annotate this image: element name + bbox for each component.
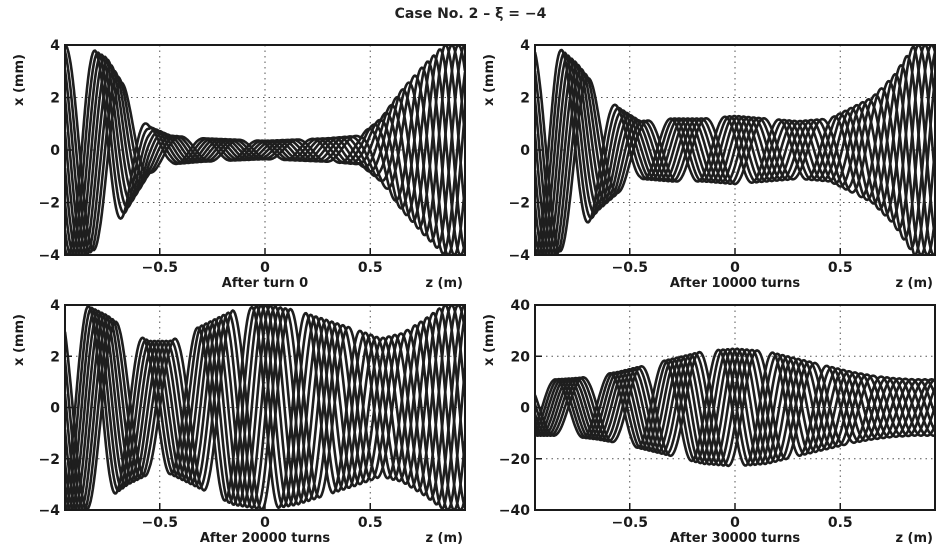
y-tick-label: −40 xyxy=(499,503,530,519)
panel-caption: After turn 0 xyxy=(222,276,308,291)
x-tick-label: 0 xyxy=(730,260,740,276)
trajectory-series xyxy=(535,347,935,468)
y-tick-label: −2 xyxy=(39,196,60,212)
y-tick-label: −4 xyxy=(509,248,531,264)
panel-after-10000-turns: −0.5 0 0.5 −4 −2 0 2 4 x (mm) z (m) After 10000 tu… xyxy=(482,38,936,291)
panel-caption: After 10000 turns xyxy=(670,276,801,291)
y-tick-label: 2 xyxy=(50,349,60,365)
panel-after-30000-turns: −0.5 0 0.5 −40 −20 0 20 40 x (mm) z (m) After 3000… xyxy=(482,298,936,546)
x-axis-label: z (m) xyxy=(895,531,933,546)
trajectory-line xyxy=(535,54,935,255)
x-tick-label: 0.5 xyxy=(358,260,383,276)
trajectory-line xyxy=(535,51,935,255)
y-tick-label: 2 xyxy=(50,91,60,107)
x-tick-label: 0 xyxy=(260,515,270,531)
y-tick-label: 4 xyxy=(50,298,60,314)
trajectory-line xyxy=(65,305,465,510)
panel-after-20000-turns: −0.5 0 0.5 −4 −2 0 2 4 x (mm) z (m) After 20000 tu… xyxy=(12,298,466,546)
trajectory-line xyxy=(535,348,935,467)
y-axis-label: x (mm) xyxy=(12,314,27,366)
y-tick-label: 0 xyxy=(520,401,530,417)
x-tick-label: 0.5 xyxy=(358,515,383,531)
x-tick-label: 0.5 xyxy=(828,260,853,276)
x-tick-label: −0.5 xyxy=(611,515,648,531)
y-tick-label: −4 xyxy=(39,503,61,519)
y-tick-label: 20 xyxy=(511,349,531,365)
trajectory-line xyxy=(535,348,935,467)
y-tick-label: 0 xyxy=(50,143,60,159)
trajectory-series xyxy=(65,45,465,255)
y-tick-label: −2 xyxy=(509,196,530,212)
panel-caption: After 30000 turns xyxy=(670,531,801,546)
trajectory-line xyxy=(65,305,465,510)
y-tick-label: 0 xyxy=(50,401,60,417)
x-tick-label: 0.5 xyxy=(828,515,853,531)
x-axis-label: z (m) xyxy=(425,531,463,546)
x-tick-label: 0 xyxy=(260,260,270,276)
trajectory-line xyxy=(535,48,935,255)
x-tick-label: 0 xyxy=(730,515,740,531)
x-tick-label: −0.5 xyxy=(141,260,178,276)
figure-title: Case No. 2 – ξ = −4 xyxy=(394,6,547,22)
trajectory-line xyxy=(535,54,935,255)
y-axis-label: x (mm) xyxy=(482,54,497,106)
y-tick-label: −20 xyxy=(499,452,530,468)
y-axis-label: x (mm) xyxy=(482,314,497,366)
trajectory-line xyxy=(65,305,465,510)
y-axis-label: x (mm) xyxy=(12,54,27,106)
y-tick-label: −4 xyxy=(39,248,61,264)
panel-after-turn-0: −0.5 0 0.5 −4 −2 0 2 4 x (mm) z (m) After turn 0 xyxy=(12,38,466,291)
y-tick-label: 40 xyxy=(511,298,531,314)
panel-caption: After 20000 turns xyxy=(200,531,331,546)
y-tick-label: 0 xyxy=(520,143,530,159)
trajectory-line xyxy=(65,49,465,255)
x-tick-label: −0.5 xyxy=(141,515,178,531)
y-tick-label: 4 xyxy=(520,38,530,54)
trajectory-series xyxy=(65,305,465,510)
trajectory-series xyxy=(535,45,935,255)
y-tick-label: −2 xyxy=(39,452,60,468)
y-tick-label: 2 xyxy=(520,91,530,107)
trajectory-line xyxy=(535,348,935,467)
trajectory-line xyxy=(535,349,935,468)
x-axis-label: z (m) xyxy=(895,276,933,291)
y-tick-label: 4 xyxy=(50,38,60,54)
trajectory-line xyxy=(65,51,465,255)
x-axis-label: z (m) xyxy=(425,276,463,291)
x-tick-label: −0.5 xyxy=(611,260,648,276)
